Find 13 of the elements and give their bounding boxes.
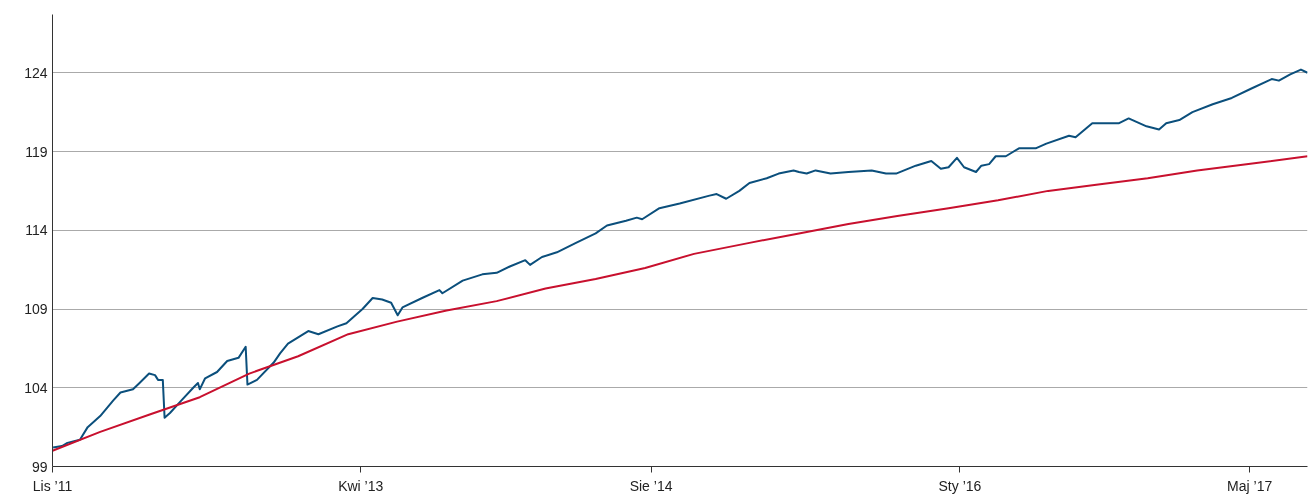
x-tick-label: Sty ’16 (938, 477, 982, 494)
x-tick-label: Maj ’17 (1227, 477, 1273, 494)
y-tick-label: 114 (25, 222, 48, 239)
y-tick-label: 109 (24, 301, 48, 318)
line-series (52, 155, 1308, 452)
line-series (52, 68, 1308, 449)
y-tick-label: 99 (31, 458, 48, 475)
y-tick-label: 124 (24, 64, 48, 81)
x-tick-label: Kwi ’13 (338, 477, 384, 494)
x-tick-label: Lis ’11 (32, 477, 73, 494)
y-tick-label: 104 (24, 379, 48, 396)
y-tick-label: 119 (25, 143, 48, 160)
x-tick-label: Sie ’14 (629, 477, 673, 494)
